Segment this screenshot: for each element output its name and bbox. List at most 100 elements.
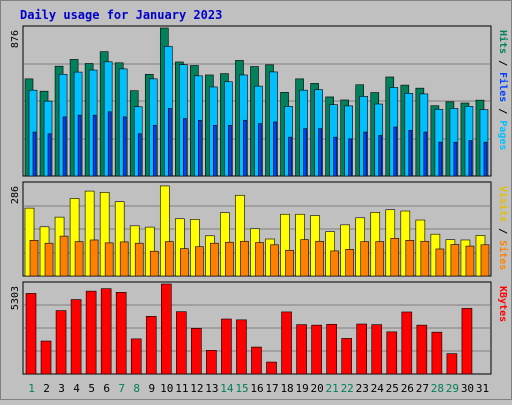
bar-sites [300,239,309,277]
x-tick-label: 23 [356,382,369,395]
bar-sites [59,235,69,277]
bar-visits [235,194,245,277]
bar-kbytes [326,323,337,375]
bar-pages [137,133,142,177]
bar-visits [114,201,125,277]
x-tick-label: 16 [250,382,263,395]
bar-visits [280,213,290,277]
x-tick-label: 5 [88,382,95,395]
bar-sites [285,249,294,277]
bar-pages [32,131,37,177]
x-tick-label: 10 [160,382,173,395]
bar-sites [465,245,475,277]
bar-pages [92,114,97,177]
bar-sites [240,240,249,277]
x-tick-label: 6 [103,382,110,395]
bar-sites [134,242,144,277]
bar-sites [450,244,460,277]
y-max-label: 5303 [10,286,21,310]
bar-sites [330,250,339,277]
x-tick-label: 26 [401,382,414,395]
bar-kbytes [356,323,368,375]
bar-sites [390,238,400,277]
bar-sites [149,250,159,277]
x-tick-label: 9 [148,382,155,395]
bar-kbytes [40,340,52,375]
bar-kbytes [416,324,428,375]
bar-pages [348,138,352,177]
bar-sites [89,239,99,277]
bar-pages [423,131,428,177]
bar-sites [195,246,204,277]
bar-kbytes [130,338,142,375]
bar-visits [159,185,170,277]
bar-kbytes [115,291,127,375]
bar-pages [107,111,112,177]
legend-separator: / [497,222,508,240]
bar-sites [210,242,219,277]
bar-sites [29,239,39,277]
x-tick-label: 15 [235,382,248,395]
legend-item: Pages [497,120,508,150]
bar-pages [167,108,172,177]
legend-separator: / [497,54,508,72]
bar-pages [243,119,247,177]
bar-sites [44,242,54,277]
x-tick-label: 24 [371,382,385,395]
x-tick-label: 18 [280,382,293,395]
bar-kbytes [431,331,443,375]
bar-sites [164,241,174,277]
chart-title: Daily usage for January 2023 [20,8,222,22]
bar-kbytes [386,331,398,375]
bar-pages [273,121,277,177]
bar-sites [119,241,129,277]
bar-kbytes [100,288,112,375]
bar-pages [438,141,443,177]
legend-item: Hits [497,30,509,54]
x-tick-label: 17 [265,382,278,395]
bar-pages [213,125,217,177]
bar-kbytes [296,324,307,375]
x-tick-label: 12 [190,382,203,395]
bar-kbytes [25,293,37,375]
bar-pages [77,114,82,177]
bar-kbytes [446,353,458,375]
bar-kbytes [145,315,157,375]
y-max-label: 876 [10,30,21,48]
x-tick-label: 19 [295,382,308,395]
bar-kbytes [221,318,232,375]
bar-pages [468,140,473,177]
bar-visits [69,198,80,277]
bar-visits [99,192,110,277]
bar-kbytes [55,310,67,375]
bar-sites [405,239,415,277]
bar-sites [255,242,264,277]
bar-pages [62,116,67,177]
bar-sites [104,242,114,277]
legend-item: KBytes [497,286,508,322]
bar-pages [318,128,322,177]
x-tick-label: 13 [205,382,218,395]
x-tick-label: 14 [220,382,234,395]
bar-kbytes [401,311,413,375]
x-tick-label: 7 [118,382,125,395]
bar-sites [360,241,370,277]
bar-pages [333,136,337,177]
bar-visits [175,218,185,277]
bar-sites [74,241,84,277]
bar-pages [122,116,127,177]
bar-pages [183,118,187,177]
bar-sites [420,240,430,277]
y-max-label: 286 [10,186,21,204]
x-tick-label: 27 [416,382,429,395]
x-tick-label: 31 [476,382,489,395]
bar-kbytes [371,324,383,375]
bar-sites [315,240,324,277]
x-tick-label: 3 [58,382,65,395]
bar-kbytes [206,350,217,375]
bar-pages [363,131,368,177]
bar-sites [180,248,189,277]
x-tick-label: 11 [175,382,188,395]
